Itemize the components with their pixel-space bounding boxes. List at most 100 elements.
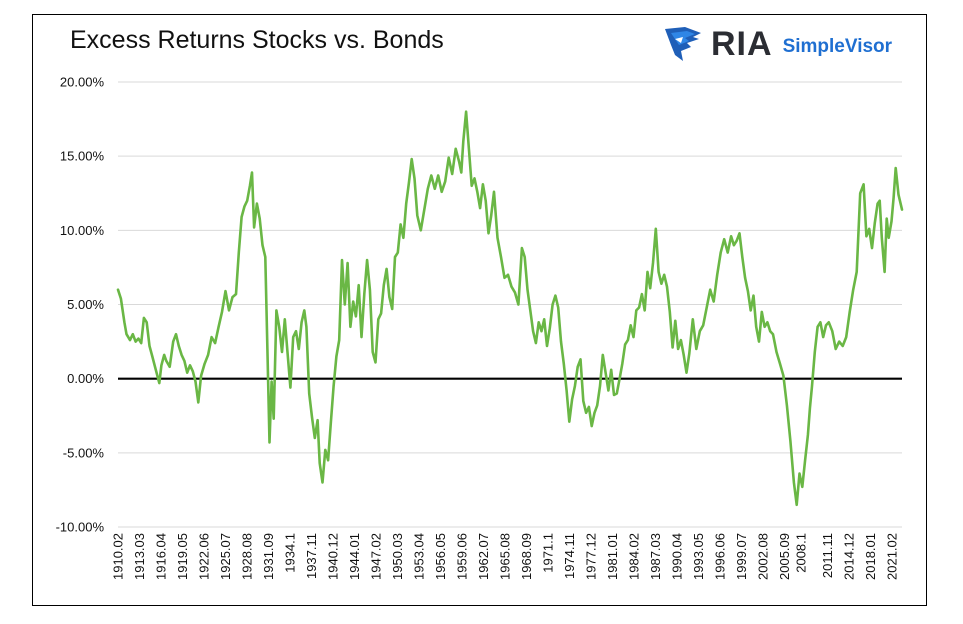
- data-point: [405, 202, 408, 205]
- data-point: [200, 374, 203, 377]
- data-point: [500, 256, 502, 258]
- data-point: [793, 481, 795, 484]
- data-point: [698, 330, 701, 333]
- data-point: [865, 235, 868, 238]
- data-point: [510, 285, 513, 288]
- data-point: [838, 340, 841, 343]
- x-tick-label: 1999.07: [734, 533, 749, 580]
- brand-logo: RIA SimpleVisor: [663, 24, 892, 64]
- data-point: [649, 287, 652, 290]
- data-point: [654, 227, 657, 230]
- data-point: [811, 385, 813, 387]
- data-point: [763, 325, 766, 328]
- data-point: [716, 273, 719, 276]
- data-point: [652, 262, 654, 264]
- data-point: [643, 309, 646, 312]
- data-point: [308, 392, 311, 395]
- data-point: [168, 365, 171, 368]
- x-tick-label: 1968.09: [519, 533, 534, 580]
- data-point: [660, 282, 663, 285]
- data-point: [300, 321, 303, 324]
- data-point: [546, 345, 548, 347]
- data-point: [733, 244, 735, 247]
- data-point: [261, 244, 264, 247]
- data-point: [719, 251, 722, 254]
- data-point: [876, 202, 879, 205]
- x-tick-label: 1937.11: [304, 533, 319, 579]
- data-point: [749, 309, 752, 312]
- data-point: [268, 441, 271, 444]
- data-point: [391, 308, 394, 310]
- data-point: [871, 247, 873, 250]
- x-tick-label: 1928.08: [240, 533, 255, 580]
- data-point: [402, 236, 405, 239]
- data-point: [841, 345, 844, 347]
- data-point: [363, 293, 366, 295]
- x-tick-label: 1977.12: [584, 533, 599, 580]
- data-point: [479, 207, 481, 210]
- data-point: [396, 251, 399, 254]
- data-point: [827, 321, 830, 324]
- logo-ria-text: RIA: [711, 24, 773, 63]
- data-point: [503, 276, 506, 279]
- data-point: [125, 333, 128, 336]
- data-point: [186, 371, 189, 374]
- data-point: [798, 472, 801, 475]
- data-point: [303, 309, 306, 312]
- data-point: [235, 293, 237, 295]
- data-point: [638, 306, 640, 309]
- data-point: [228, 309, 230, 312]
- data-point: [454, 147, 457, 150]
- data-point: [892, 196, 895, 199]
- data-point: [735, 239, 738, 242]
- data-point: [237, 251, 240, 254]
- data-point: [809, 407, 811, 410]
- x-tick-label: 1919.05: [175, 533, 190, 580]
- data-point: [360, 336, 363, 338]
- data-point: [897, 193, 900, 196]
- x-tick-label: 1944.01: [347, 533, 362, 580]
- data-point: [451, 173, 454, 175]
- data-point: [416, 214, 419, 217]
- data-point: [685, 371, 688, 374]
- x-tick-label: 1993.05: [691, 533, 706, 580]
- data-point: [894, 167, 897, 169]
- data-point: [873, 222, 876, 224]
- data-point: [682, 354, 685, 356]
- data-point: [878, 199, 881, 202]
- data-point: [281, 351, 283, 353]
- data-point: [221, 311, 223, 313]
- data-point: [624, 343, 626, 346]
- data-point: [674, 319, 677, 322]
- data-point: [615, 392, 618, 395]
- data-point: [140, 342, 143, 344]
- data-point: [327, 459, 329, 462]
- data-point: [374, 361, 377, 364]
- data-point: [462, 140, 465, 143]
- data-point: [775, 351, 778, 353]
- data-point: [629, 324, 632, 327]
- data-point: [189, 364, 191, 367]
- data-point: [224, 290, 227, 292]
- chart-title: Excess Returns Stocks vs. Bonds: [70, 26, 444, 54]
- data-point: [712, 300, 715, 303]
- data-point: [151, 355, 154, 358]
- x-tick-label: 2011.11: [820, 533, 835, 578]
- data-point: [744, 276, 746, 279]
- data-point: [758, 340, 760, 343]
- data-point: [540, 330, 543, 333]
- x-tick-label: 1990.04: [670, 533, 685, 580]
- data-point: [231, 296, 234, 298]
- data-point: [813, 351, 816, 353]
- grid-lines: [118, 81, 902, 528]
- x-tick-label: 2018.01: [863, 533, 878, 580]
- data-point: [258, 217, 261, 220]
- data-point: [507, 273, 509, 276]
- data-point: [804, 459, 806, 462]
- data-point: [134, 340, 137, 343]
- y-tick-label: -5.00%: [63, 445, 105, 460]
- x-tick-label: 2002.08: [756, 533, 771, 580]
- data-point: [816, 325, 819, 328]
- data-point: [143, 317, 145, 319]
